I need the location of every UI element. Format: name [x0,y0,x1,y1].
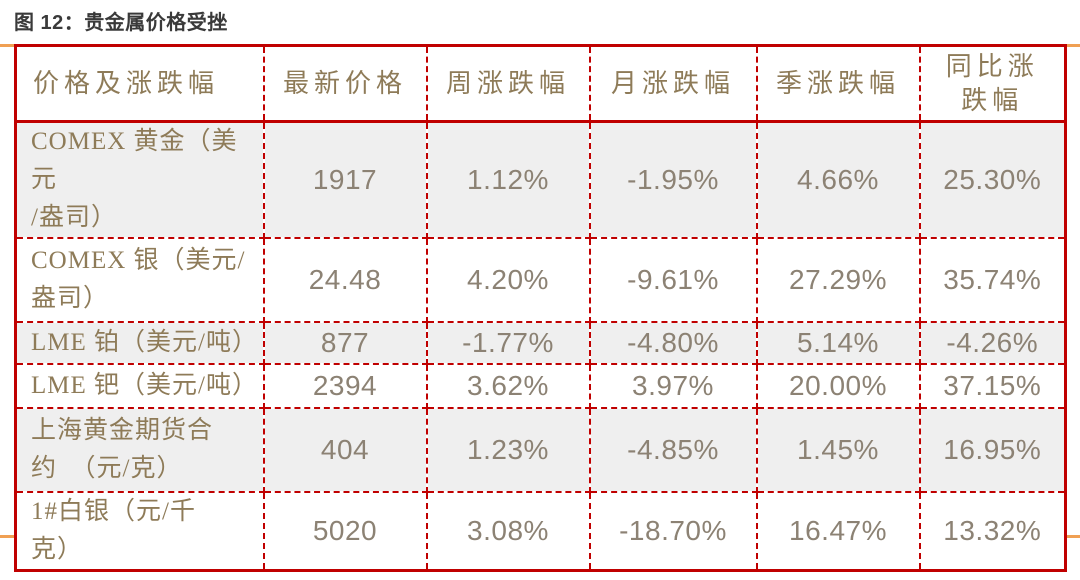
row-label: LME 铂（美元/吨） [14,321,265,365]
figure-title: 图 12：贵金属价格受挫 [14,12,228,34]
yoy-change-cell: 16.95% [918,407,1067,493]
col-header-yoy-change: 同比涨 跌幅 [918,44,1067,123]
col-header-price-and-change: 价格及涨跌幅 [14,44,265,123]
latest-price-cell: 1917 [262,120,428,239]
monthly-change-cell: -1.95% [588,120,758,239]
row-label: 上海黄金期货合 约 （元/克） [14,407,265,493]
col-header-quarterly-change: 季涨跌幅 [755,44,921,123]
table-row-comex-silver: COMEX 银（美元/ 盎司） 24.48 4.20% -9.61% 27.29… [14,237,1067,323]
weekly-change-cell: 1.23% [425,407,591,493]
col-header-monthly-change: 月涨跌幅 [588,44,758,123]
quarterly-change-cell: 1.45% [755,407,921,493]
quarterly-change-cell: 4.66% [755,120,921,239]
col-header-latest-price: 最新价格 [262,44,428,123]
latest-price-cell: 877 [262,321,428,365]
table-header-row: 价格及涨跌幅 最新价格 周涨跌幅 月涨跌幅 季涨跌幅 同比涨 跌幅 [14,44,1067,123]
weekly-change-cell: -1.77% [425,321,591,365]
weekly-change-cell: 3.08% [425,491,591,572]
yoy-change-cell: 25.30% [918,120,1067,239]
latest-price-cell: 404 [262,407,428,493]
monthly-change-cell: -4.80% [588,321,758,365]
table-row-lme-platinum: LME 铂（美元/吨） 877 -1.77% -4.80% 5.14% -4.2… [14,321,1067,365]
monthly-change-cell: -9.61% [588,237,758,323]
monthly-change-cell: -4.85% [588,407,758,493]
table-row-lme-palladium: LME 钯（美元/吨） 2394 3.62% 3.97% 20.00% 37.1… [14,363,1067,409]
monthly-change-cell: 3.97% [588,363,758,409]
yoy-change-cell: 13.32% [918,491,1067,572]
weekly-change-cell: 4.20% [425,237,591,323]
latest-price-cell: 5020 [262,491,428,572]
table-row-shanghai-gold-futures: 上海黄金期货合 约 （元/克） 404 1.23% -4.85% 1.45% 1… [14,407,1067,493]
col-header-weekly-change: 周涨跌幅 [425,44,591,123]
yoy-change-cell: 37.15% [918,363,1067,409]
table-row-comex-gold: COMEX 黄金（美元 /盎司） 1917 1.12% -1.95% 4.66%… [14,120,1067,239]
quarterly-change-cell: 20.00% [755,363,921,409]
weekly-change-cell: 3.62% [425,363,591,409]
quarterly-change-cell: 16.47% [755,491,921,572]
row-label: LME 钯（美元/吨） [14,363,265,409]
quarterly-change-cell: 5.14% [755,321,921,365]
latest-price-cell: 24.48 [262,237,428,323]
row-label: 1#白银（元/千 克） [14,491,265,572]
precious-metals-price-table: 价格及涨跌幅 最新价格 周涨跌幅 月涨跌幅 季涨跌幅 同比涨 跌幅 COMEX … [14,44,1067,572]
row-label: COMEX 黄金（美元 /盎司） [14,120,265,239]
yoy-change-cell: 35.74% [918,237,1067,323]
quarterly-change-cell: 27.29% [755,237,921,323]
yoy-change-cell: -4.26% [918,321,1067,365]
row-label: COMEX 银（美元/ 盎司） [14,237,265,323]
latest-price-cell: 2394 [262,363,428,409]
weekly-change-cell: 1.12% [425,120,591,239]
table-row-no1-silver: 1#白银（元/千 克） 5020 3.08% -18.70% 16.47% 13… [14,491,1067,572]
monthly-change-cell: -18.70% [588,491,758,572]
